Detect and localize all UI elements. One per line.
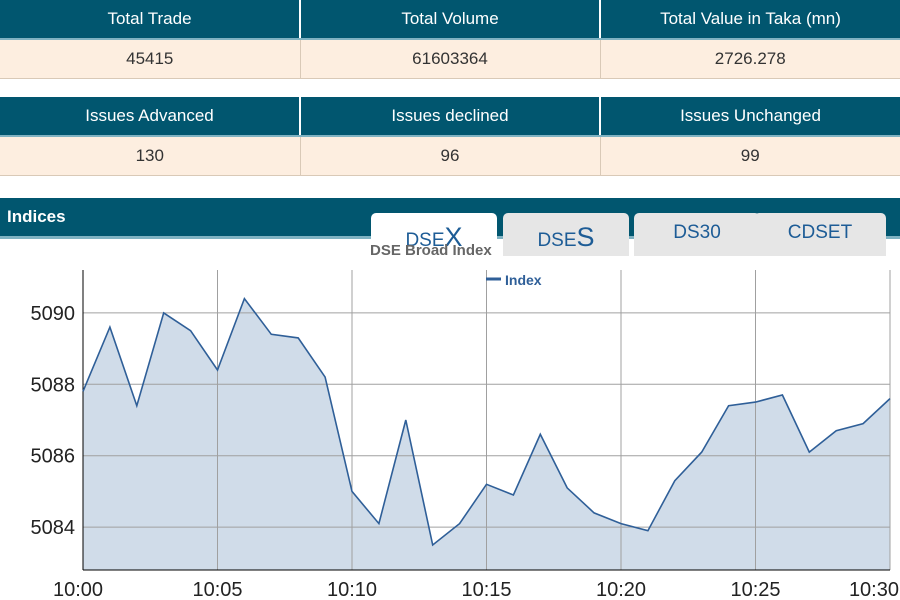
total-value-header: Total Value in Taka (mn): [599, 0, 900, 40]
index-area-fill: [83, 298, 890, 570]
y-tick-label: 5084: [31, 517, 76, 539]
x-tick-label: 10:30: [849, 579, 899, 600]
indices-label: Indices: [7, 207, 66, 226]
x-tick-label: 10:05: [192, 579, 242, 600]
tab-dses-suffix: S: [576, 222, 595, 252]
tab-cdset-label: CDSET: [787, 222, 853, 243]
total-volume-value: 61603364: [299, 39, 600, 79]
tab-dsex-suffix: X: [444, 222, 463, 252]
issue-stats-table: Issues Advanced Issues declined Issues U…: [0, 97, 900, 176]
total-volume-header: Total Volume: [299, 0, 600, 40]
trade-stats-table: Total Trade Total Volume Total Value in …: [0, 0, 900, 79]
chart-title: DSE Broad Index: [370, 242, 492, 259]
issues-declined-header: Issues declined: [299, 97, 600, 137]
issues-advanced-value: 130: [0, 136, 300, 176]
tab-ds30[interactable]: DS30: [634, 213, 760, 256]
tab-ds30-label: DS30: [673, 222, 721, 243]
x-tick-label: 10:20: [596, 579, 646, 600]
tab-cdset[interactable]: CDSET: [754, 213, 886, 256]
issue-stats-value-row: 130 96 99: [0, 136, 900, 176]
tab-dsex-prefix: DSE: [405, 230, 445, 251]
tab-dses[interactable]: DSES: [503, 213, 629, 256]
trade-stats-header-row: Total Trade Total Volume Total Value in …: [0, 0, 900, 40]
total-value-value: 2726.278: [599, 39, 900, 79]
trade-stats-value-row: 45415 61603364 2726.278: [0, 39, 900, 79]
total-trade-value: 45415: [0, 39, 300, 79]
issues-declined-value: 96: [299, 136, 600, 176]
total-trade-header: Total Trade: [0, 0, 300, 40]
issues-unchanged-value: 99: [599, 136, 900, 176]
x-tick-label: 10:25: [730, 579, 780, 600]
index-chart: 5084 5086 5088 5090 10:00 10:05 10:10 10:15 10:2…: [31, 270, 899, 600]
issues-advanced-header: Issues Advanced: [0, 97, 300, 137]
y-tick-label: 5090: [31, 303, 76, 325]
y-tick-label: 5086: [31, 446, 76, 468]
issue-stats-header-row: Issues Advanced Issues declined Issues U…: [0, 97, 900, 137]
x-tick-label: 10:00: [53, 579, 103, 600]
issues-unchanged-header: Issues Unchanged: [599, 97, 900, 137]
x-tick-label: 10:15: [461, 579, 511, 600]
index-series-line: [82, 296, 891, 547]
tab-dsex[interactable]: DSEX: [371, 213, 497, 256]
tab-dses-prefix: DSE: [537, 230, 577, 251]
y-tick-label: 5088: [31, 374, 76, 396]
x-tick-label: 10:10: [327, 579, 377, 600]
legend-label: Index: [505, 272, 542, 288]
